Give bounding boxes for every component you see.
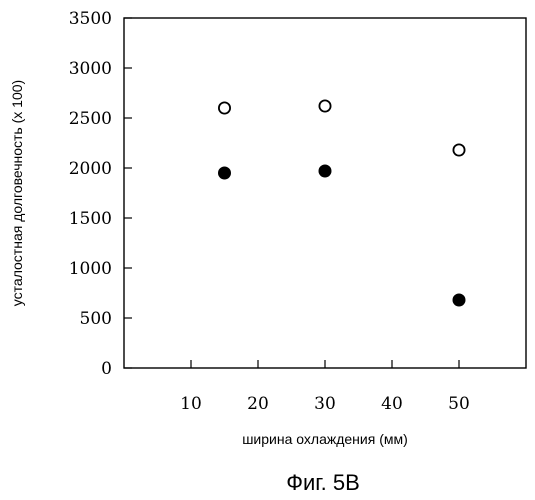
plot-frame <box>124 18 526 368</box>
y-tick-label-3000: 3000 <box>69 59 112 79</box>
y-tick-label-1000: 1000 <box>69 259 112 279</box>
filled-point-0 <box>219 167 231 179</box>
x-axis-title: ширина охлаждения (мм) <box>242 431 408 447</box>
y-tick-label-3500: 3500 <box>69 9 112 29</box>
x-tick-label-50: 50 <box>448 394 470 414</box>
y-tick-label-500: 500 <box>80 309 112 329</box>
x-tick-label-40: 40 <box>381 394 403 414</box>
x-tick-label-30: 30 <box>314 394 336 414</box>
x-tick-label-10: 10 <box>180 394 202 414</box>
y-axis-title: усталостная долговечность (x 100) <box>9 80 25 306</box>
x-tick-label-20: 20 <box>247 394 269 414</box>
y-tick-label-1500: 1500 <box>69 209 112 229</box>
figure-caption: Фиг. 5B <box>286 470 360 495</box>
filled-point-1 <box>319 165 331 177</box>
y-tick-label-2000: 2000 <box>69 159 112 179</box>
open-point-2 <box>453 144 464 155</box>
y-tick-label-2500: 2500 <box>69 109 112 129</box>
open-point-1 <box>319 100 330 111</box>
open-point-0 <box>219 102 230 113</box>
y-tick-label-0: 0 <box>101 359 112 379</box>
filled-point-2 <box>453 294 465 306</box>
